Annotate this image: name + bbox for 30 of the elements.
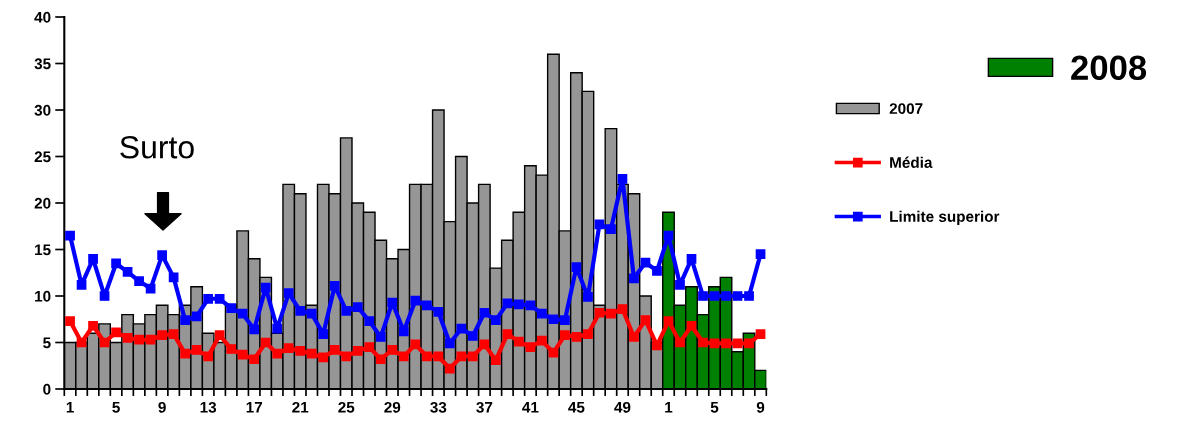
x-tick-label: 17	[246, 402, 263, 413]
x-tick-label: 13	[200, 401, 217, 413]
x-tick-label: 45	[568, 402, 585, 413]
legend-label: 2007	[889, 103, 923, 115]
x-tick-label: 33	[430, 401, 447, 413]
x-tick-label: 21	[292, 401, 309, 413]
y-tick-label: 0	[43, 383, 51, 395]
legend-label: Limite superior	[890, 210, 1000, 225]
y-tick-label: 30	[34, 104, 51, 116]
x-tick-label: 37	[476, 401, 493, 413]
y-tick-label: 20	[34, 197, 51, 209]
x-tick-label: 41	[522, 402, 539, 413]
y-tick-label: 5	[43, 337, 51, 349]
annotation: Surto	[120, 135, 194, 159]
x-tick-label: 9	[158, 401, 166, 413]
y-tick-label: 10	[35, 290, 51, 302]
x-tick-label: 49	[614, 401, 631, 413]
x-tick-label: 25	[338, 401, 355, 413]
x-tick-label: 1	[66, 402, 74, 413]
y-tick-label: 15	[35, 244, 51, 256]
x-tick-label: 29	[384, 401, 401, 413]
y-tick-label: 25	[34, 151, 51, 163]
y-tick-label: 40	[34, 11, 51, 23]
legend-label: 2008	[1071, 55, 1147, 81]
x-tick-label: 1	[665, 402, 673, 413]
y-tick-label: 35	[34, 58, 51, 70]
x-tick-label: 9	[756, 401, 765, 413]
x-tick-label: 5	[710, 402, 719, 413]
legend-label: Média	[890, 156, 933, 168]
x-tick-label: 5	[112, 402, 120, 413]
